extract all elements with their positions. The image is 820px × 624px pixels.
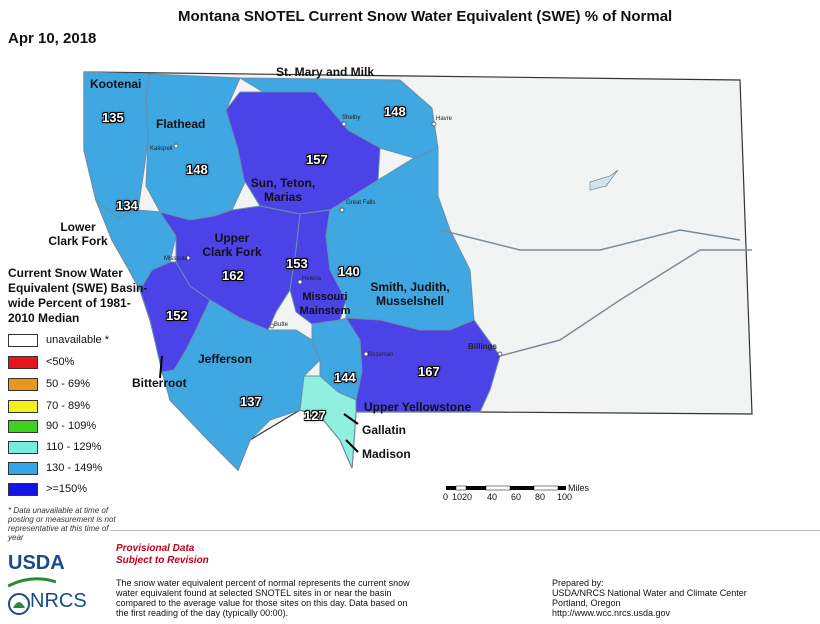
legend-item-gte150: >=150% (8, 482, 87, 496)
legend-swatch (8, 461, 38, 475)
leader-gallatin (343, 413, 359, 425)
city-label-havre: Havre (436, 116, 453, 122)
basin-name-gallatin: Gallatin (362, 423, 407, 437)
city-dot-helena (297, 279, 303, 285)
city-dot-kalispell (173, 143, 179, 149)
basin-value-st-mary-milk: 148 (384, 104, 406, 119)
footnote: * Data unavailable at time of posting or… (8, 506, 116, 542)
city-label-butte: Butte (274, 322, 289, 328)
city-dot-butte (269, 323, 275, 329)
basin-name-sun-teton-marias: Sun, Teton, Marias (250, 176, 316, 204)
basin-value-upper-yellowstone: 167 (418, 364, 440, 379)
scale-tick-60: 60 (511, 492, 522, 502)
scale-tick-100: 100 (557, 492, 573, 502)
divider (110, 530, 820, 531)
basin-value-sun-teton-marias: 157 (306, 152, 328, 167)
legend-title: Current Snow Water Equivalent (SWE) Basi… (8, 266, 148, 325)
basin-name-kootenai: Kootenai (90, 77, 142, 91)
description: The snow water equivalent percent of nor… (116, 578, 410, 618)
city-dot-bozeman (363, 351, 369, 357)
basin-name-flathead: Flathead (156, 117, 206, 131)
basin-name-missouri-mainstem: Missouri Mainstem (299, 291, 351, 317)
basin-value-bitterroot: 152 (166, 308, 188, 323)
usda-logo-swoosh (8, 577, 56, 588)
city-label-bozeman: Bozeman (368, 352, 394, 358)
city-label-missoula: Missoula (164, 256, 188, 262)
provisional-note: Provisional Data Subject to Revision (116, 543, 209, 566)
legend-item-unavailable: unavailable * (8, 333, 109, 347)
basin-value-lower-clark-fork: 134 (116, 198, 138, 213)
legend-swatch (8, 333, 38, 347)
city-label-billings: Billings (468, 342, 497, 351)
legend-swatch (8, 482, 38, 496)
basin-upper-yellowstone (345, 317, 501, 413)
scale-tick-40: 40 (487, 492, 498, 502)
basin-value-madison: 127 (304, 408, 326, 423)
basin-jefferson (161, 299, 321, 471)
usda-logo: USDA (8, 552, 65, 574)
nrcs-logo: NRCS (30, 590, 87, 612)
city-label-shelby: Shelby (342, 115, 361, 121)
scale-tick-20: 20 (462, 492, 473, 502)
basin-madison (299, 375, 357, 469)
legend-item-90-109: 90 - 109% (8, 419, 96, 433)
legend-swatch (8, 399, 38, 413)
basin-name-madison: Madison (362, 447, 411, 461)
basin-value-kootenai: 135 (102, 110, 124, 125)
leader-madison (345, 439, 359, 453)
legend-swatch (8, 419, 38, 433)
river-missouri (439, 229, 741, 251)
basin-value-flathead: 148 (186, 162, 208, 177)
basin-name-upper-clark-fork: Upper Clark Fork (202, 231, 262, 259)
basin-value-upper-clark-fork: 162 (222, 268, 244, 283)
fort-peck-lake (589, 169, 619, 191)
legend-item-70-89: 70 - 89% (8, 399, 90, 413)
map-date: Apr 10, 2018 (8, 30, 97, 47)
scale-tick-0: 0 (443, 492, 449, 502)
city-dot-havre (431, 121, 437, 127)
basin-name-jefferson: Jefferson (198, 352, 253, 366)
basin-name-st-mary-milk: St. Mary and Milk (276, 65, 375, 79)
legend-item-50-69: 50 - 69% (8, 377, 90, 391)
basin-name-upper-yellowstone: Upper Yellowstone (364, 400, 472, 414)
map-title: Montana SNOTEL Current Snow Water Equiva… (178, 8, 673, 25)
basin-name-smith-judith-musselshell: Smith, Judith, Musselshell (370, 280, 450, 308)
basin-value-missouri-mainstem: 153 (286, 256, 308, 271)
scale-unit: Miles (568, 483, 590, 493)
basin-name-lower-clark-fork: Lower Clark Fork (48, 220, 108, 248)
basin-name-bitterroot: Bitterroot (132, 376, 187, 390)
legend-swatch (8, 355, 38, 369)
legend-item-110-129: 110 - 129% (8, 440, 101, 454)
legend-swatch (8, 440, 38, 454)
basin-kootenai (83, 71, 151, 219)
city-dot-shelby (341, 121, 347, 127)
scale-bar (446, 485, 566, 491)
city-label-helena: Helena (302, 276, 322, 282)
leader-bitterroot (159, 355, 163, 379)
city-label-kalispell: Kalispell (150, 146, 173, 152)
legend-item-lt50: <50% (8, 355, 74, 369)
river-yellowstone (499, 249, 752, 357)
scale-tick-80: 80 (535, 492, 546, 502)
nrcs-logo-icon (8, 593, 30, 615)
legend-swatch (8, 377, 38, 391)
city-dot-missoula (185, 255, 191, 261)
basin-value-smith-judith-musselshell: 140 (338, 264, 360, 279)
city-label-great-falls: Great Falls (346, 200, 376, 206)
basin-value-gallatin: 144 (334, 370, 356, 385)
basin-value-jefferson: 137 (240, 394, 262, 409)
city-dot-great-falls (339, 207, 345, 213)
legend-item-130-149: 130 - 149% (8, 461, 102, 475)
city-dot-billings (497, 351, 503, 357)
scale-tick-10: 10 (452, 492, 463, 502)
prepared-by: Prepared by: USDA/NRCS National Water an… (552, 578, 747, 618)
